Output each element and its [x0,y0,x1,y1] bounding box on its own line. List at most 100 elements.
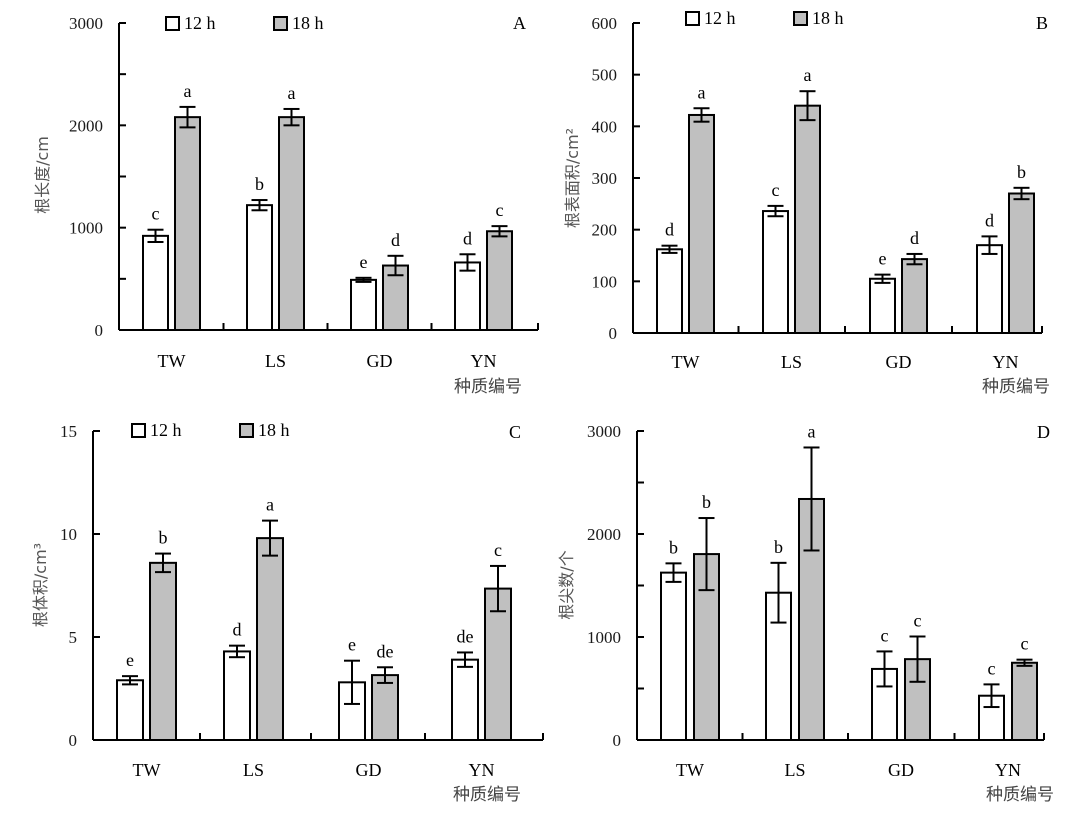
category-label: LS [781,352,802,372]
significance-letter: e [879,249,887,269]
bar-tw-18h [174,116,201,331]
x-axis-title: 种质编号 [453,785,521,805]
y-tick-label: 1000 [69,219,103,238]
y-tick-label: 400 [592,117,618,136]
category-label: TW [133,760,161,780]
category-label: LS [784,760,805,780]
bar-ls-12h [223,650,251,741]
bar-yn-18h [484,587,512,742]
significance-letter: e [348,635,356,655]
significance-letter: c [988,658,996,678]
error-bar [491,225,508,238]
bar-yn-12h [451,658,479,741]
error-bar [661,244,678,254]
legend-swatch-12h [131,423,146,438]
significance-letter: e [360,252,368,272]
significance-letter: c [152,204,160,224]
significance-letter: a [184,81,192,101]
significance-letter: c [772,180,780,200]
bar-tw-18h [149,561,177,742]
error-bar [459,253,476,272]
y-tick-label: 5 [69,628,78,647]
category-label: YN [471,351,497,371]
y-tick-label: 300 [592,169,618,188]
bar-gd-12h [350,278,377,331]
error-bar [355,276,372,283]
y-tick-label: 10 [60,525,77,544]
error-bar [155,552,171,574]
significance-letter: b [669,537,678,557]
error-bar [179,105,196,129]
y-tick-label: 0 [613,731,622,750]
significance-letter: b [702,492,711,512]
significance-letter: c [881,625,889,645]
bar-tw-12h [116,679,144,742]
y-tick-label: 600 [592,14,618,33]
error-bar [457,651,473,668]
legend: 12 h 18 h [165,13,324,33]
significance-letter: a [288,83,296,103]
y-tick-label: 0 [609,324,618,343]
category-label: LS [243,760,264,780]
bar-ls-18h [256,537,284,741]
bar-yn-12h [454,261,481,331]
category-label: LS [265,351,286,371]
bar-yn-18h [1011,661,1038,741]
significance-letter: d [665,220,674,240]
bar-yn-18h [1008,192,1035,334]
error-bar [698,517,715,592]
significance-letter: e [126,650,134,670]
error-bar [377,666,393,684]
error-bar [1016,658,1033,667]
bar-ls-18h [278,116,305,331]
error-bar [229,644,245,659]
significance-letter: c [494,540,502,560]
legend-swatch-12h [685,11,700,26]
category-label: GD [886,352,912,372]
category-label: TW [158,351,186,371]
significance-letter: d [985,210,994,230]
y-tick-label: 3000 [69,14,103,33]
significance-letter: b [1017,162,1026,182]
legend-label: 18 h [292,13,324,33]
legend-swatch-18h [273,16,288,31]
error-bar [876,650,893,688]
bar-tw-12h [142,234,169,331]
legend-swatch-18h [793,11,808,26]
category-label: GD [888,760,914,780]
bar-ls-12h [246,204,273,331]
legend: 12 h 18 h [685,8,844,28]
y-tick-label: 500 [592,66,618,85]
error-bar [770,561,787,624]
bar-gd-18h [901,258,928,334]
legend-swatch-18h [239,423,254,438]
bar-yn-18h [486,230,513,331]
legend-label: 12 h [704,8,736,28]
category-label: YN [995,760,1021,780]
x-axis-title: 种质编号 [454,377,522,397]
bar-tw-12h [656,248,683,334]
error-bar [693,107,710,123]
x-axis-title: 种质编号 [986,785,1054,805]
legend-label: 12 h [184,13,216,33]
bar-gd-12h [869,277,896,334]
panel-label: B [1036,13,1048,33]
y-tick-label: 0 [95,321,104,340]
y-tick-label: 100 [592,272,618,291]
error-bar [147,228,164,243]
y-tick-label: 200 [592,221,618,240]
legend-label: 12 h [150,420,182,440]
error-bar [283,107,300,127]
chart-panel-a: 0 1000 2000 3000 c b e d a a d c TW LS GD YN 种质编号 根长度/cm A… [33,13,539,397]
category-label: GD [356,760,382,780]
significance-letter: c [914,610,922,630]
y-axis-title: 根长度/cm [33,136,52,214]
bar-gd-18h [371,674,399,741]
error-bar [767,204,784,218]
bar-ls-18h [794,104,821,334]
y-tick-label: 0 [69,731,78,750]
x-axis-title: 种质编号 [982,377,1050,397]
error-bar [344,659,360,705]
